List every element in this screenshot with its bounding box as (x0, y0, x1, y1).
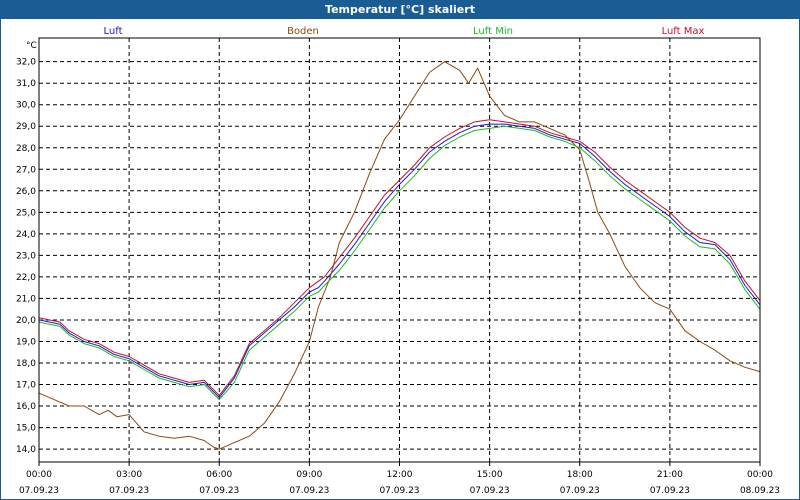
y-axis: 14,0 15,0 16,0 17,0 18,0 19,0 20,0 21,0 22,0 23,0… (16, 58, 36, 455)
x-tick-time: 12:00 (387, 470, 413, 480)
x-tick-date: 07.09.23 (470, 486, 510, 496)
y-tick-label: 25,0 (16, 208, 36, 218)
y-tick-label: 30,0 (16, 101, 36, 111)
legend-luft-min: Luft Min (473, 26, 513, 37)
x-tick-date: 07.09.23 (650, 486, 690, 496)
x-tick-time: 00:00 (26, 470, 52, 480)
y-tick-label: 17,0 (16, 381, 36, 391)
x-tick-date: 07.09.23 (19, 486, 59, 496)
series-line-boden (38, 61, 761, 450)
y-tick-label: 19,0 (16, 337, 36, 347)
legend-luft-max: Luft Max (662, 26, 705, 37)
y-tick-label: 15,0 (16, 424, 36, 434)
series-line-luft-max (38, 119, 761, 396)
y-tick-label: 21,0 (16, 294, 36, 304)
y-tick-label: 24,0 (16, 230, 36, 240)
series-line-luft (38, 123, 761, 398)
grid-layer (39, 38, 760, 462)
y-tick-label: 32,0 (16, 58, 36, 68)
y-tick-label: 27,0 (16, 165, 36, 175)
y-tick-label: 31,0 (16, 79, 36, 89)
x-tick-time: 21:00 (657, 470, 683, 480)
legend-boden: Boden (287, 26, 319, 37)
y-tick-label: 26,0 (16, 187, 36, 197)
x-tick-time: 00:00 (747, 470, 773, 480)
x-tick-date: 07.09.23 (199, 486, 239, 496)
y-tick-label: 23,0 (16, 251, 36, 261)
x-tick-time: 09:00 (296, 470, 322, 480)
x-tick-date: 07.09.23 (289, 486, 329, 496)
y-tick-label: 14,0 (16, 445, 36, 455)
x-tick-time: 15:00 (477, 470, 503, 480)
y-tick-label: 28,0 (16, 144, 36, 154)
legend: Luft Boden Luft Min Luft Max (104, 26, 705, 37)
x-tick-date: 08.09.23 (740, 486, 780, 496)
x-tick-time: 18:00 (567, 470, 593, 480)
series-layer (38, 61, 761, 450)
x-tick-time: 03:00 (116, 470, 142, 480)
y-tick-label: 16,0 (16, 402, 36, 412)
x-tick-date: 07.09.23 (109, 486, 149, 496)
x-axis: 00:00 07.09.23 03:00 07.09.23 06:00 07.09.23 0… (19, 462, 780, 496)
x-tick-time: 06:00 (206, 470, 232, 480)
y-axis-label: °C (26, 41, 37, 51)
y-tick-label: 18,0 (16, 359, 36, 369)
y-tick-label: 29,0 (16, 122, 36, 132)
chart-title: Temperatur [°C] skaliert (1, 1, 799, 19)
y-tick-label: 22,0 (16, 273, 36, 283)
x-tick-date: 07.09.23 (560, 486, 600, 496)
legend-luft: Luft (104, 26, 123, 37)
y-tick-label: 20,0 (16, 316, 36, 326)
series-line-luft-min (38, 125, 761, 401)
x-tick-date: 07.09.23 (379, 486, 419, 496)
